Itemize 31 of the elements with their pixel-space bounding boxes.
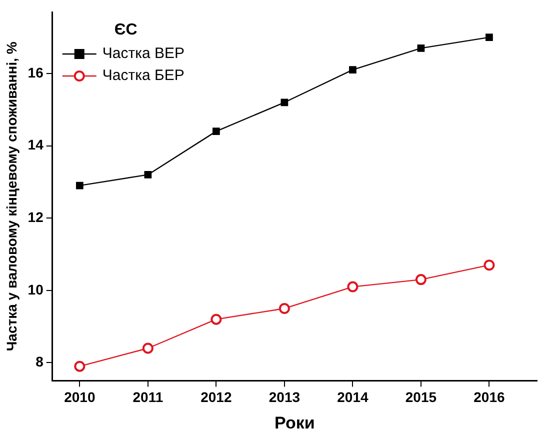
- point: [280, 98, 288, 106]
- x-tick-label: 2014: [337, 389, 368, 406]
- point: [484, 260, 495, 271]
- y-axis-title: Частка у валовому кінцевому споживанні, %: [3, 41, 20, 352]
- x-tick-label: 2013: [268, 389, 300, 406]
- point: [278, 302, 290, 314]
- legend-title: ЄС: [114, 21, 138, 38]
- point: [486, 34, 493, 41]
- y-tick-label: 12: [28, 208, 44, 225]
- point: [74, 360, 86, 372]
- y-tick-label: 8: [36, 354, 44, 370]
- point: [415, 274, 426, 286]
- point: [212, 128, 220, 135]
- x-tick-label: 2016: [474, 389, 505, 406]
- legend-label: Частка ВЕР: [102, 45, 185, 62]
- x-tick-label: 2015: [405, 389, 437, 406]
- point: [349, 66, 356, 74]
- point: [76, 182, 84, 190]
- x-tick-label: 2012: [200, 389, 232, 406]
- point: [210, 314, 222, 325]
- point: [142, 342, 154, 354]
- y-tick-label: 16: [28, 64, 44, 80]
- point: [417, 44, 425, 52]
- x-tick-label: 2011: [132, 389, 164, 406]
- x-axis-title: Роки: [274, 413, 315, 432]
- legend-label: Частка БЕР: [102, 67, 184, 84]
- point: [347, 281, 358, 292]
- x-tick-label: 2010: [64, 389, 96, 406]
- y-tick-label: 14: [28, 136, 44, 153]
- point: [144, 171, 152, 178]
- y-tick-label: 10: [28, 281, 44, 298]
